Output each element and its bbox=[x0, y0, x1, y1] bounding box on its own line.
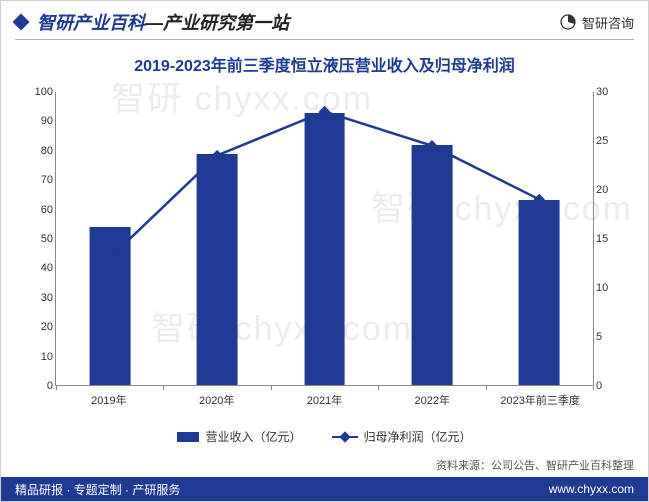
y-right-tick: 10 bbox=[596, 282, 634, 294]
legend-bar-label: 营业收入（亿元） bbox=[205, 428, 301, 445]
line-marker bbox=[534, 194, 545, 205]
y-left-tick: 30 bbox=[15, 292, 53, 304]
y-left-tick: 40 bbox=[15, 262, 53, 274]
y-left-tick: 90 bbox=[15, 115, 53, 127]
chart-title: 2019-2023年前三季度恒立液压营业收入及归母净利润 bbox=[1, 42, 648, 82]
pie-chart-icon bbox=[560, 14, 576, 30]
title-sep: — bbox=[145, 13, 163, 33]
plot-area bbox=[55, 92, 594, 386]
source-prefix: 资料来源： bbox=[436, 460, 491, 472]
x-axis-labels: 2019年2020年2021年2022年2023年前三季度 bbox=[55, 392, 594, 408]
footer-left: 精品研报 · 专题定制 · 产研服务 bbox=[15, 481, 180, 498]
x-label: 2020年 bbox=[163, 392, 271, 408]
footer-right: www.chyxx.com bbox=[549, 482, 634, 496]
y-left-tick: 50 bbox=[15, 233, 53, 245]
x-tick-mark bbox=[163, 385, 164, 390]
y-right-tick: 0 bbox=[596, 380, 634, 392]
x-tick-mark bbox=[271, 385, 272, 390]
legend-bar-swatch bbox=[177, 432, 199, 442]
legend-line-label: 归母净利润（亿元） bbox=[364, 428, 472, 445]
x-tick-mark bbox=[486, 385, 487, 390]
legend-line-swatch bbox=[332, 436, 358, 438]
brand-block: 智研咨询 bbox=[560, 13, 634, 32]
y-left-tick: 80 bbox=[15, 145, 53, 157]
y-left-tick: 0 bbox=[15, 380, 53, 392]
y-right-tick: 15 bbox=[596, 233, 634, 245]
title-main: 智研产业百科 bbox=[37, 13, 145, 33]
y-left-tick: 70 bbox=[15, 174, 53, 186]
y-left-tick: 60 bbox=[15, 204, 53, 216]
y-right-tick: 20 bbox=[596, 184, 634, 196]
legend-item-bar: 营业收入（亿元） bbox=[177, 428, 301, 445]
x-label: 2019年 bbox=[55, 392, 163, 408]
chart: 0 10 20 30 40 50 60 70 80 90 100 0 5 10 15 20 25 30 2019… bbox=[15, 82, 634, 422]
y-axis-left: 0102030405060708090100 bbox=[15, 92, 53, 386]
y-right-tick: 30 bbox=[596, 86, 634, 98]
legend-item-line: 归母净利润（亿元） bbox=[332, 428, 472, 445]
x-label: 2022年 bbox=[378, 392, 486, 408]
diamond-icon bbox=[13, 14, 30, 31]
y-right-tick: 25 bbox=[596, 135, 634, 147]
line-marker bbox=[319, 106, 330, 117]
source-text: 公司公告、智研产业百科整理 bbox=[491, 460, 634, 472]
header: 智研产业百科—产业研究第一站 智研咨询 bbox=[1, 1, 648, 39]
line-marker bbox=[426, 140, 437, 151]
y-left-tick: 10 bbox=[15, 351, 53, 363]
y-right-tick: 5 bbox=[596, 331, 634, 343]
x-tick-mark bbox=[56, 385, 57, 390]
x-label: 2023年前三季度 bbox=[486, 392, 594, 408]
legend: 营业收入（亿元） 归母净利润（亿元） bbox=[1, 422, 648, 445]
x-tick-mark bbox=[593, 385, 594, 390]
header-divider bbox=[15, 39, 634, 40]
legend-line-marker bbox=[339, 431, 350, 442]
page-title: 智研产业百科—产业研究第一站 bbox=[37, 9, 289, 35]
brand-name: 智研咨询 bbox=[582, 13, 634, 32]
title-sub: 产业研究第一站 bbox=[163, 13, 289, 33]
footer: 精品研报 · 专题定制 · 产研服务 www.chyxx.com bbox=[1, 477, 648, 501]
line-series bbox=[110, 112, 540, 259]
y-left-tick: 20 bbox=[15, 321, 53, 333]
x-label: 2021年 bbox=[271, 392, 379, 408]
source-line: 资料来源：公司公告、智研产业百科整理 bbox=[436, 457, 634, 473]
x-tick-mark bbox=[378, 385, 379, 390]
y-left-tick: 100 bbox=[15, 86, 53, 98]
line-layer bbox=[56, 92, 593, 385]
y-axis-right: 051015202530 bbox=[596, 92, 634, 386]
